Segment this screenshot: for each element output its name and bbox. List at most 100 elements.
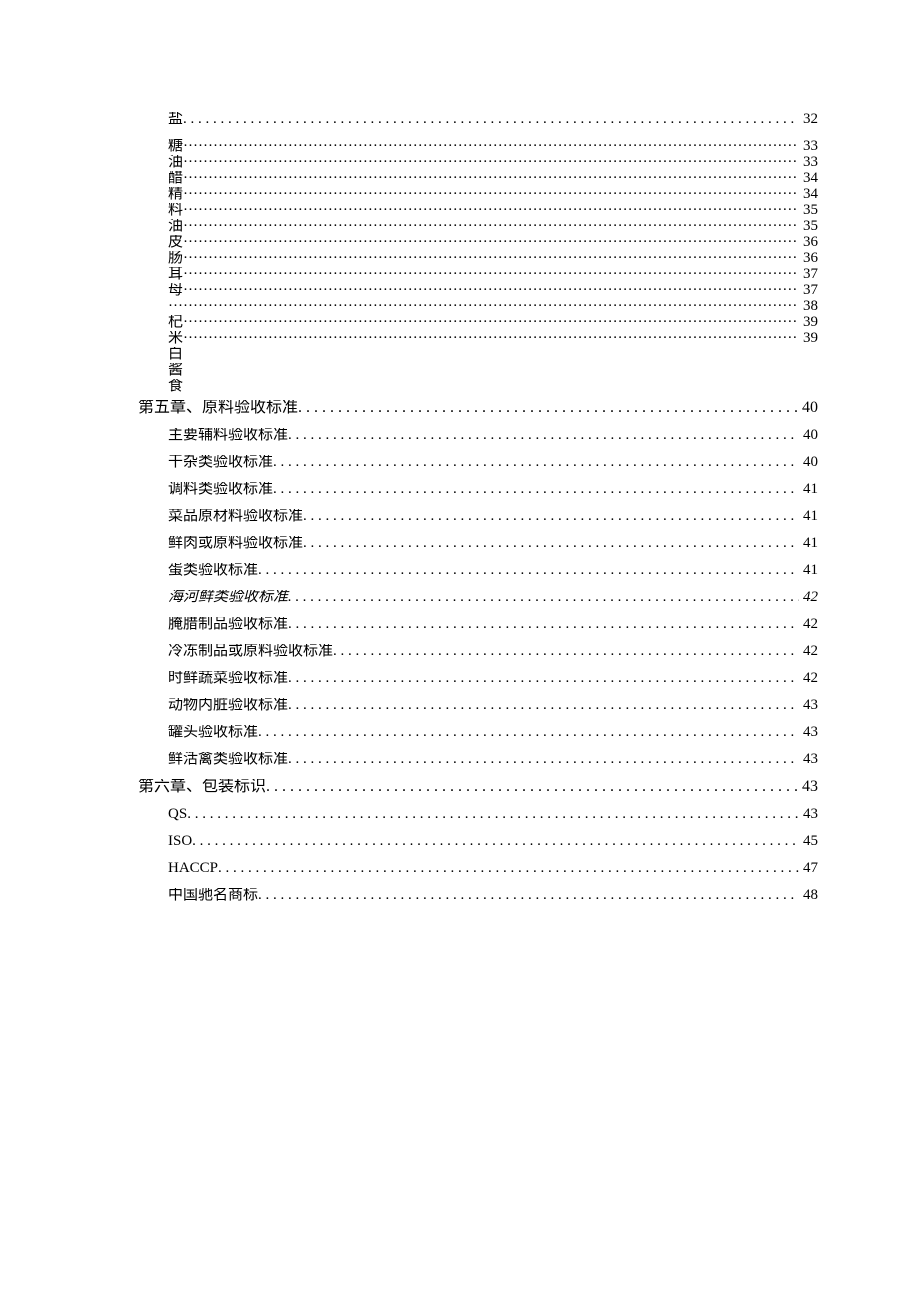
toc-entry: 木耳37	[168, 267, 818, 282]
toc-entry-label: 主要辅料验收标准	[168, 428, 288, 443]
toc-leader	[258, 888, 799, 903]
toc-leader	[183, 315, 799, 330]
toc-entry-page: 34	[799, 171, 818, 186]
toc-leader	[218, 861, 799, 876]
toc-entry-label: HACCP	[168, 861, 218, 876]
toc-entry: 醋 34	[168, 171, 818, 186]
toc-entry: 海河鲜类验收标准42	[168, 590, 818, 605]
toc-entry-page: 36	[799, 235, 818, 250]
toc-leader	[168, 299, 799, 314]
toc-leader	[258, 563, 799, 578]
toc-entry: 糖33	[168, 139, 818, 154]
toc-entry: 油 33	[168, 155, 818, 170]
toc-entry: 第五章、原料验收标准 40	[138, 400, 818, 416]
toc-entry-label: 酵母	[168, 283, 183, 298]
toc-entry-label: 盐	[168, 112, 183, 127]
toc-entry-label: 菜品原材料验收标准	[168, 509, 303, 524]
toc-entry-page: 34	[799, 187, 818, 202]
toc-entry-label: 动物内脏验收标准	[168, 698, 288, 713]
toc-leader	[298, 400, 798, 416]
toc-entry-page: 33	[799, 155, 818, 170]
toc-entry: 桂皮 36	[168, 235, 818, 250]
toc-entry-page: 43	[799, 725, 818, 740]
toc-entry-page: 33	[799, 139, 818, 154]
toc-entry: 白	[168, 347, 818, 362]
toc-entry-label: 中国驰名商标	[168, 888, 258, 903]
toc-entry-label: 味精	[168, 187, 183, 202]
toc-entry-label: 时鲜蔬菜验收标准	[168, 671, 288, 686]
toc-entry-label: ISO	[168, 834, 192, 849]
toc-leader	[288, 671, 799, 686]
toc-entry-page: 39	[799, 315, 818, 330]
toc-leader	[288, 428, 799, 443]
toc-entry-label: 海河鲜类验收标准	[168, 590, 288, 605]
toc-entry-label: 枸杞	[168, 315, 183, 330]
toc-entry: 大料35	[168, 203, 818, 218]
toc-entry-label: 第五章、原料验收标准	[138, 400, 298, 416]
toc-entry: 调料类验收标准 41	[168, 482, 818, 497]
toc-leader	[288, 752, 799, 767]
toc-entry-label: 油	[168, 155, 183, 170]
toc-entry-label: 罐头验收标准	[168, 725, 258, 740]
toc-entry-label: 大米	[168, 331, 183, 346]
toc-entry: 鲜活禽类验收标准 43	[168, 752, 818, 767]
toc-entry-page: 42	[799, 671, 818, 686]
toc-container: 盐32糖33油33醋34味精34大料35香油35桂皮36腊肠36木耳37酵母37…	[138, 112, 818, 903]
toc-entry-page: 37	[799, 283, 818, 298]
toc-entry: 动物内脏验收标准 43	[168, 698, 818, 713]
toc-leader	[183, 155, 799, 170]
toc-entry-label: 冷冻制品或原料验收标准	[168, 644, 333, 659]
toc-entry-label: 干杂类验收标准	[168, 455, 273, 470]
toc-entry-page: 42	[799, 617, 818, 632]
toc-leader	[192, 834, 799, 849]
toc-entry: 中国驰名商标 48	[168, 888, 818, 903]
toc-leader	[183, 283, 799, 298]
toc-group: 盐32	[138, 112, 818, 127]
toc-group: 第五章、原料验收标准 40 主要辅料验收标准40 干杂类验收标准 40 调料类验收标准 41…	[138, 400, 818, 903]
toc-entry-page: 41	[799, 536, 818, 551]
toc-leader	[183, 203, 799, 218]
toc-entry-page: 43	[798, 779, 818, 795]
toc-leader	[183, 267, 799, 282]
toc-entry-page: 36	[799, 251, 818, 266]
toc-entry: 蛋类验收标准41	[168, 563, 818, 578]
toc-entry-label: 调料类验收标准	[168, 482, 273, 497]
toc-page: 盐32糖33油33醋34味精34大料35香油35桂皮36腊肠36木耳37酵母37…	[0, 0, 920, 903]
toc-leader	[187, 807, 799, 822]
toc-leader	[183, 331, 799, 346]
toc-entry: 冷冻制品或原料验收标准42	[168, 644, 818, 659]
toc-entry-page: 41	[799, 482, 818, 497]
toc-leader	[183, 251, 799, 266]
toc-entry: 大米39	[168, 331, 818, 346]
toc-entry: 食	[168, 379, 818, 394]
toc-leader	[183, 187, 799, 202]
toc-leader	[183, 139, 799, 154]
toc-entry-page: 48	[799, 888, 818, 903]
toc-entry-page: 40	[798, 400, 818, 416]
toc-entry-label: 桂皮	[168, 235, 183, 250]
toc-entry: 酵母 37	[168, 283, 818, 298]
toc-leader	[288, 698, 799, 713]
toc-entry-label: 醋	[168, 171, 183, 186]
toc-entry-page: 45	[799, 834, 818, 849]
toc-entry-page: 35	[799, 203, 818, 218]
toc-entry: 酱	[168, 363, 818, 378]
toc-entry-page: 40	[799, 455, 818, 470]
toc-entry-label: 腊肠	[168, 251, 183, 266]
toc-entry-label: 腌腊制品验收标准	[168, 617, 288, 632]
toc-entry: 盐32	[168, 112, 818, 127]
toc-entry-page: 43	[799, 698, 818, 713]
toc-entry-page: 41	[799, 509, 818, 524]
toc-entry-page: 43	[799, 807, 818, 822]
toc-entry-label: 香油	[168, 219, 183, 234]
toc-leader	[183, 171, 799, 186]
toc-entry-label: 鲜活禽类验收标准	[168, 752, 288, 767]
toc-leader	[258, 725, 799, 740]
toc-leader	[273, 455, 799, 470]
toc-leader	[333, 644, 799, 659]
toc-entry: 时鲜蔬菜验收标准 42	[168, 671, 818, 686]
toc-entry-page: 43	[799, 752, 818, 767]
toc-entry-label: 第六章、包装标识	[138, 779, 266, 795]
toc-entry: 主要辅料验收标准40	[168, 428, 818, 443]
toc-entry: 香油35	[168, 219, 818, 234]
